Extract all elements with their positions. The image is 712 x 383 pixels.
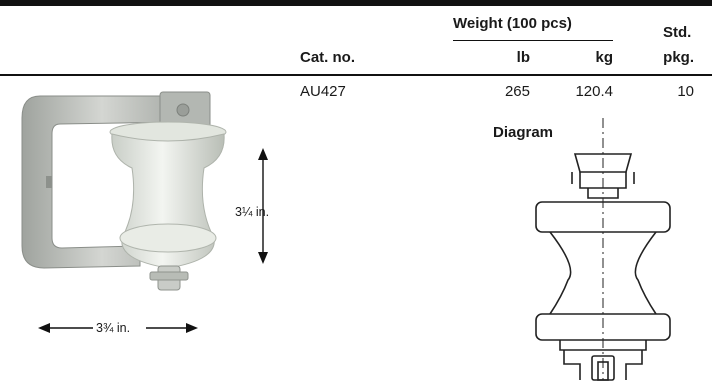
- kg-header: kg: [595, 49, 613, 66]
- height-dimension-arrow: [258, 148, 268, 264]
- row-kg: 120.4: [575, 83, 613, 100]
- weight-group-underline: [453, 40, 613, 41]
- cat-no-header: Cat. no.: [300, 49, 355, 66]
- diagram-label: Diagram: [493, 124, 554, 141]
- row-std-pkg: 10: [677, 83, 694, 100]
- product-photo: [21, 91, 227, 291]
- insulator-diagram: [535, 118, 671, 381]
- std-header-line1: Std.: [663, 24, 692, 41]
- width-dimension-label: 3¾ in.: [96, 321, 131, 335]
- top-rule: [0, 0, 712, 6]
- width-dimension-arrow: [38, 323, 198, 333]
- row-cat-no: AU427: [300, 83, 346, 100]
- lb-header: lb: [516, 49, 530, 66]
- weight-group-header: Weight (100 pcs): [453, 15, 572, 32]
- row-lb: 265: [504, 83, 530, 100]
- std-header-line2: pkg.: [663, 49, 694, 66]
- header-bottom-rule: [0, 74, 712, 76]
- height-dimension-label: 3¼ in.: [235, 205, 270, 219]
